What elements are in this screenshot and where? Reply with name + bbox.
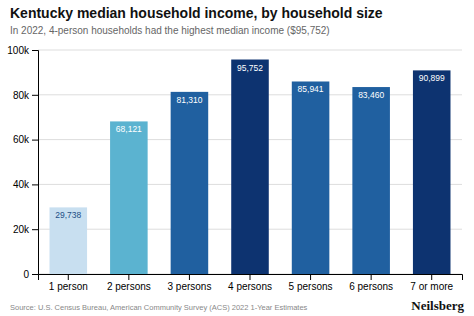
brand: Neilsberg bbox=[411, 298, 464, 313]
tick-mark bbox=[250, 274, 251, 280]
chart-svg: Kentucky median household income, by hou… bbox=[0, 0, 474, 316]
x-tick: 1 person bbox=[49, 274, 88, 292]
y-tick: 100k bbox=[7, 45, 38, 56]
tick-label: 40k bbox=[13, 179, 30, 190]
axis-line bbox=[32, 51, 39, 275]
subtitle: In 2022, 4-person households had the hig… bbox=[10, 25, 330, 36]
x-tick: 6 persons bbox=[349, 274, 393, 292]
bar bbox=[110, 121, 148, 274]
tick-mark bbox=[32, 229, 38, 230]
tick-mark bbox=[32, 50, 38, 51]
grid bbox=[38, 50, 462, 274]
tick-mark bbox=[32, 184, 38, 185]
data-label: 68,121 bbox=[116, 124, 142, 134]
tick-mark bbox=[32, 274, 38, 275]
tick-label: 7 or more bbox=[410, 281, 453, 292]
tick-label: 100k bbox=[7, 45, 30, 56]
bar bbox=[171, 92, 209, 274]
tick-label: 6 persons bbox=[349, 281, 393, 292]
y-tick: 40k bbox=[13, 179, 38, 190]
plot: 0 20k 40k 60k 80k 100k 29,738 68,121 81,310 95,75… bbox=[7, 45, 462, 292]
bar bbox=[292, 81, 330, 274]
bar bbox=[231, 60, 269, 274]
x-tick: 7 or more bbox=[410, 274, 453, 292]
x-axis: 1 person 2 persons 3 persons 4 persons 5 per… bbox=[39, 274, 463, 292]
y-tick: 60k bbox=[13, 134, 38, 145]
axis-line bbox=[39, 275, 463, 281]
x-tick: 2 persons bbox=[107, 274, 151, 292]
data-label: 81,310 bbox=[176, 95, 202, 105]
data-label: 85,941 bbox=[298, 84, 324, 94]
tick-mark bbox=[189, 274, 190, 280]
y-tick: 80k bbox=[13, 90, 38, 101]
bar bbox=[352, 87, 390, 274]
data-label: 29,738 bbox=[55, 210, 81, 220]
tick-label: 60k bbox=[13, 134, 30, 145]
data-labels: 29,738 68,121 81,310 95,752 85,941 83,460 90,8… bbox=[55, 63, 445, 221]
tick-label: 4 persons bbox=[228, 281, 272, 292]
y-tick: 0 bbox=[23, 269, 38, 280]
tick-label: 5 persons bbox=[289, 281, 333, 292]
data-label: 95,752 bbox=[237, 63, 263, 73]
tick-mark bbox=[310, 274, 311, 280]
grid-line bbox=[38, 50, 462, 51]
chart-container: Kentucky median household income, by hou… bbox=[0, 0, 474, 316]
tick-mark bbox=[431, 274, 432, 280]
data-label: 83,460 bbox=[358, 90, 384, 100]
x-tick: 4 persons bbox=[228, 274, 272, 292]
tick-mark bbox=[371, 274, 372, 280]
tick-label: 2 persons bbox=[107, 281, 151, 292]
bar bbox=[50, 207, 88, 274]
source: Source: U.S. Census Bureau, American Com… bbox=[10, 303, 308, 312]
tick-label: 1 person bbox=[49, 281, 88, 292]
bar bbox=[413, 70, 451, 274]
x-tick: 3 persons bbox=[167, 274, 211, 292]
data-label: 90,899 bbox=[419, 73, 445, 83]
y-tick: 20k bbox=[13, 224, 38, 235]
title: Kentucky median household income, by hou… bbox=[10, 5, 383, 21]
x-tick: 5 persons bbox=[289, 274, 333, 292]
tick-mark bbox=[32, 140, 38, 141]
tick-mark bbox=[68, 274, 69, 280]
tick-mark bbox=[32, 95, 38, 96]
tick-label: 3 persons bbox=[167, 281, 211, 292]
tick-label: 80k bbox=[13, 90, 30, 101]
tick-mark bbox=[128, 274, 129, 280]
tick-label: 0 bbox=[23, 269, 29, 280]
bars bbox=[50, 60, 451, 274]
y-axis: 0 20k 40k 60k 80k 100k bbox=[7, 45, 38, 280]
tick-label: 20k bbox=[13, 224, 30, 235]
